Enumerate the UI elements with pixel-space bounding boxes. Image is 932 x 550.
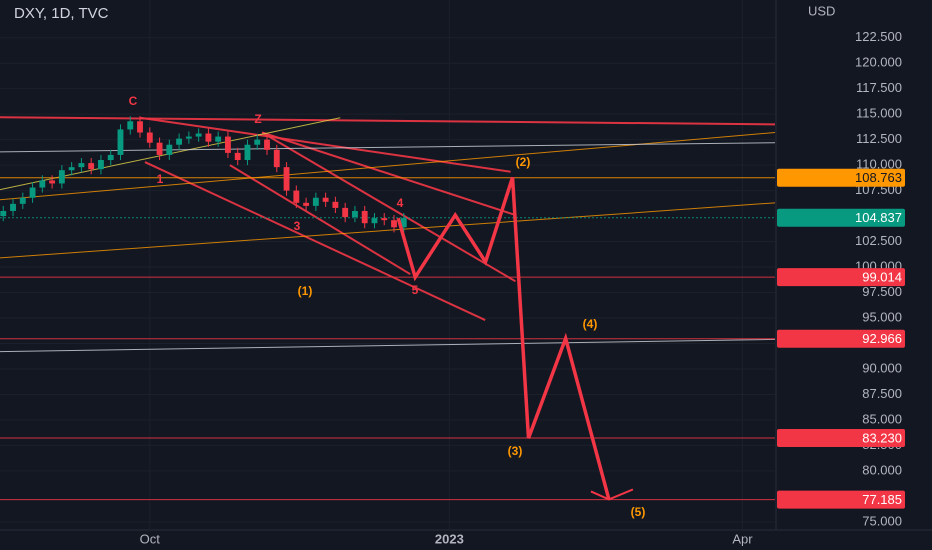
candle-body (215, 136, 222, 142)
candle-body (322, 197, 329, 202)
trendline (261, 131, 516, 217)
y-tick-label: 75.000 (862, 513, 902, 528)
wave-label: 5 (412, 283, 419, 297)
projection-path (396, 176, 611, 500)
wave-label: 1 (157, 172, 164, 186)
wave-label: (4) (583, 317, 598, 331)
price-label: 92.966 (862, 331, 902, 346)
wave-label: (5) (631, 505, 646, 519)
candle-body (205, 133, 212, 142)
y-tick-label: 117.500 (856, 80, 902, 95)
y-tick-label: 110.000 (856, 157, 902, 172)
candle-body (10, 203, 16, 211)
y-axis-label: USD (808, 3, 835, 18)
y-tick-label: 112.500 (856, 131, 902, 146)
candle-body (352, 210, 358, 218)
candle-body (264, 139, 270, 150)
candle-body (361, 210, 368, 224)
candle-body (78, 163, 85, 168)
x-tick-label: 2023 (435, 531, 464, 546)
price-label: 99.014 (862, 270, 902, 285)
candle-body (166, 144, 173, 155)
arrow-head (590, 488, 634, 501)
wave-label: (2) (516, 155, 531, 169)
trendline (0, 338, 776, 353)
candle-body (312, 197, 319, 206)
candle-body (225, 136, 231, 153)
candle-body (195, 133, 202, 137)
candle-body (293, 190, 300, 203)
candle-body (0, 210, 7, 217)
candle-body (176, 138, 183, 145)
candle-body (303, 202, 310, 206)
trendline (0, 116, 776, 126)
x-tick-label: Apr (732, 531, 753, 546)
y-tick-label: 87.500 (862, 386, 902, 401)
y-tick-label: 120.000 (855, 55, 902, 70)
candle-body (88, 163, 95, 170)
y-tick-label: 122.500 (855, 29, 902, 44)
candle-body (381, 218, 388, 221)
price-label: 83.230 (862, 430, 902, 445)
candle-body (234, 152, 241, 161)
y-tick-label: 97.500 (862, 284, 902, 299)
y-tick-label: 95.000 (862, 309, 902, 324)
candle-body (156, 142, 163, 155)
trendline (261, 131, 516, 283)
candle-body (98, 160, 104, 170)
candle-body (58, 170, 65, 184)
candle-body (342, 207, 349, 218)
candle-body (146, 132, 153, 143)
trendline (229, 164, 411, 276)
candle-body (391, 220, 397, 228)
wave-label: 3 (294, 219, 301, 233)
price-label-box (777, 268, 905, 287)
candle-body (244, 144, 251, 161)
candle-body (29, 187, 36, 198)
candle-body (127, 121, 134, 130)
y-tick-label: 80.000 (862, 462, 902, 477)
price-label-box (777, 428, 905, 447)
trendline (139, 116, 511, 173)
candle-body (283, 167, 290, 191)
price-label-box (777, 208, 905, 227)
y-tick-label: 90.000 (862, 360, 902, 375)
candle-body (254, 139, 261, 145)
trendline (0, 142, 776, 153)
candle-body (117, 129, 124, 155)
candle-body (39, 180, 46, 188)
x-tick-label: Oct (140, 531, 161, 546)
wave-label: Z (254, 112, 261, 126)
candle-body (49, 180, 56, 184)
candle-body (400, 218, 407, 228)
candle-body (185, 136, 192, 139)
price-label-box (777, 490, 905, 509)
price-label: 108.763 (855, 170, 902, 185)
candle-body (68, 167, 75, 171)
candle-body (19, 197, 26, 204)
wave-label: (1) (298, 284, 313, 298)
trendline (0, 132, 776, 201)
candle-body (273, 149, 280, 168)
chart-title: DXY, 1D, TVC (14, 5, 109, 22)
y-tick-label: 102.500 (855, 233, 902, 248)
candle-body (332, 201, 339, 208)
candle-body (107, 154, 114, 161)
y-tick-label: 85.000 (862, 411, 902, 426)
wave-label: 4 (397, 196, 404, 210)
price-label-box (777, 168, 905, 187)
candle-body (371, 218, 378, 224)
candle-body (137, 121, 143, 133)
price-label: 77.185 (862, 492, 902, 507)
price-label-box (777, 329, 905, 348)
trendline (144, 161, 486, 321)
price-label: 104.837 (855, 210, 902, 225)
wave-label: (3) (508, 444, 523, 458)
wave-label: C (129, 94, 138, 108)
y-tick-label: 115.000 (856, 106, 902, 121)
trendline (0, 202, 776, 259)
